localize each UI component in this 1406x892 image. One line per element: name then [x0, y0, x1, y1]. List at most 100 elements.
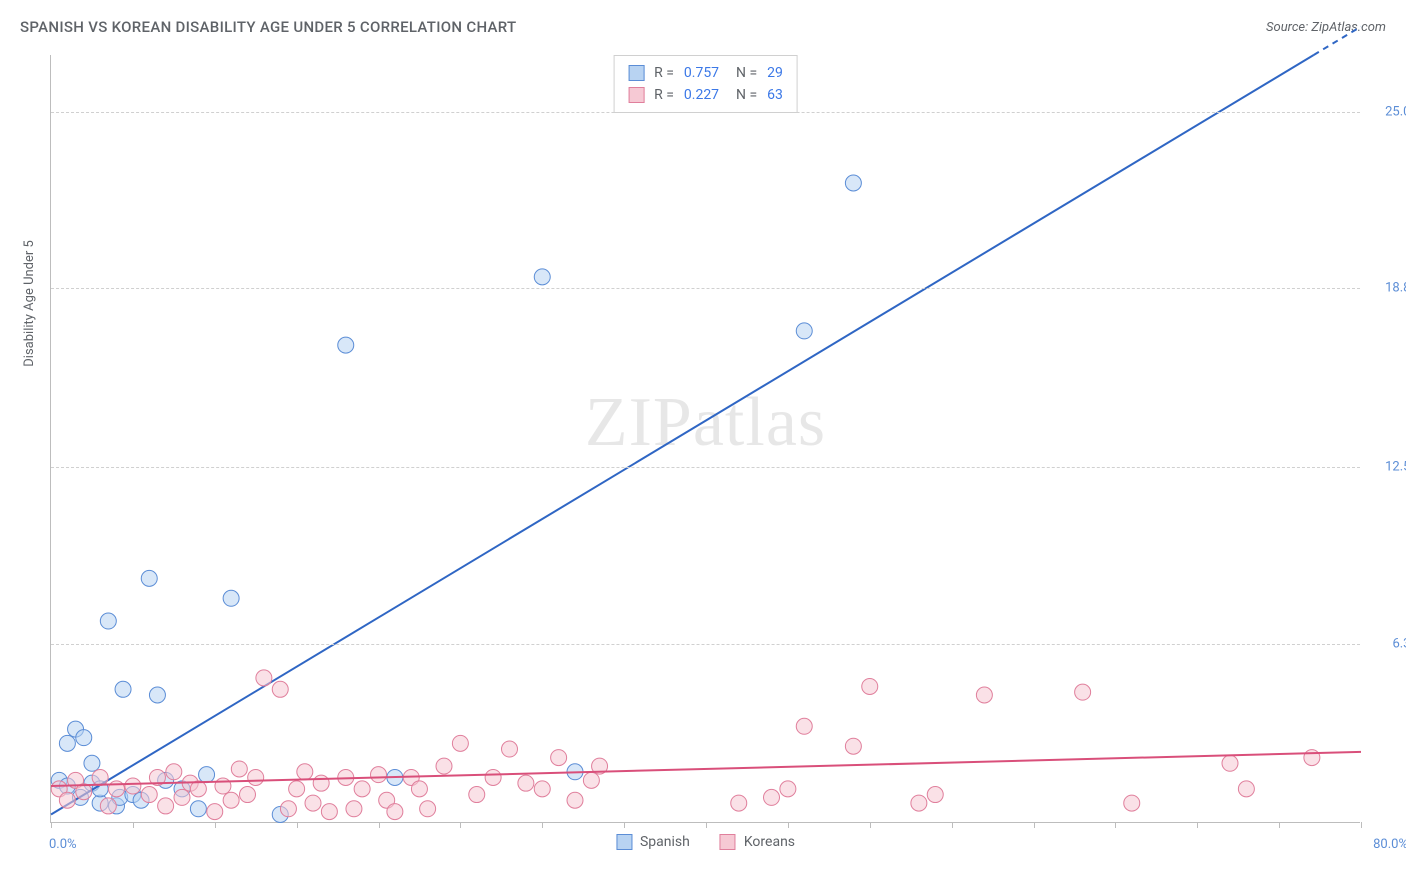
swatch-spanish	[628, 65, 644, 81]
scatter-point	[248, 769, 264, 785]
scatter-point	[387, 804, 403, 820]
scatter-point	[125, 778, 141, 794]
x-tick	[542, 822, 543, 828]
correlation-chart: SPANISH VS KOREAN DISABILITY AGE UNDER 5…	[0, 0, 1406, 892]
swatch-spanish	[616, 834, 632, 850]
scatter-point	[141, 787, 157, 803]
scatter-point	[149, 687, 165, 703]
x-tick	[1361, 822, 1362, 828]
scatter-point	[862, 678, 878, 694]
r-value-spanish: 0.757	[684, 62, 719, 84]
scatter-point	[534, 269, 550, 285]
scatter-point	[845, 738, 861, 754]
scatter-point	[976, 687, 992, 703]
gridline	[51, 644, 1360, 645]
scatter-point	[780, 781, 796, 797]
scatter-point	[845, 175, 861, 191]
scatter-point	[764, 789, 780, 805]
scatter-point	[305, 795, 321, 811]
scatter-point	[518, 775, 534, 791]
x-tick	[1034, 822, 1035, 828]
plot-area: ZIPatlas R = 0.757 N = 29 R = 0.227 N = …	[50, 55, 1360, 823]
scatter-point	[1238, 781, 1254, 797]
scatter-point	[174, 789, 190, 805]
x-tick	[215, 822, 216, 828]
y-tick-label: 12.5%	[1365, 460, 1406, 475]
scatter-point	[354, 781, 370, 797]
swatch-koreans	[628, 87, 644, 103]
gridline	[51, 112, 1360, 113]
scatter-point	[502, 741, 518, 757]
y-tick-label: 18.8%	[1365, 281, 1406, 296]
scatter-point	[469, 787, 485, 803]
scatter-point	[411, 781, 427, 797]
x-tick	[706, 822, 707, 828]
legend-item-spanish: Spanish	[616, 834, 690, 850]
stats-legend: R = 0.757 N = 29 R = 0.227 N = 63	[613, 55, 798, 113]
scatter-point	[231, 761, 247, 777]
x-tick	[870, 822, 871, 828]
scatter-point	[551, 750, 567, 766]
legend-label: Koreans	[744, 834, 795, 850]
x-tick	[788, 822, 789, 828]
scatter-point	[1075, 684, 1091, 700]
scatter-point	[115, 681, 131, 697]
scatter-point	[796, 323, 812, 339]
scatter-point	[313, 775, 329, 791]
scatter-point	[289, 781, 305, 797]
x-tick	[952, 822, 953, 828]
x-tick	[1279, 822, 1280, 828]
scatter-point	[1124, 795, 1140, 811]
scatter-point	[911, 795, 927, 811]
scatter-point	[338, 337, 354, 353]
scatter-point	[731, 795, 747, 811]
scatter-point	[1222, 755, 1238, 771]
scatter-point	[280, 801, 296, 817]
series-legend: Spanish Koreans	[616, 834, 795, 850]
scatter-point	[420, 801, 436, 817]
scatter-point	[1304, 750, 1320, 766]
scatter-point	[272, 681, 288, 697]
scatter-point	[207, 804, 223, 820]
scatter-point	[100, 613, 116, 629]
scatter-point	[485, 769, 501, 785]
scatter-point	[84, 755, 100, 771]
scatter-point	[190, 801, 206, 817]
scatter-point	[346, 801, 362, 817]
chart-svg	[51, 55, 1360, 822]
trend-line	[51, 55, 1314, 814]
scatter-point	[927, 787, 943, 803]
scatter-point	[76, 730, 92, 746]
scatter-point	[199, 767, 215, 783]
legend-item-koreans: Koreans	[720, 834, 795, 850]
scatter-point	[240, 787, 256, 803]
y-tick-label: 25.0%	[1365, 104, 1406, 119]
x-min-label: 0.0%	[49, 837, 77, 852]
scatter-point	[141, 570, 157, 586]
scatter-point	[436, 758, 452, 774]
scatter-point	[297, 764, 313, 780]
r-value-koreans: 0.227	[684, 84, 719, 106]
scatter-point	[92, 769, 108, 785]
x-tick	[51, 822, 52, 828]
x-tick	[460, 822, 461, 828]
y-axis-label: Disability Age Under 5	[22, 240, 37, 367]
stats-row-koreans: R = 0.227 N = 63	[628, 84, 783, 106]
source-label: Source: ZipAtlas.com	[1266, 20, 1386, 35]
scatter-point	[100, 798, 116, 814]
stats-row-spanish: R = 0.757 N = 29	[628, 62, 783, 84]
x-tick	[1115, 822, 1116, 828]
scatter-point	[59, 735, 75, 751]
x-tick	[624, 822, 625, 828]
x-tick	[297, 822, 298, 828]
legend-label: Spanish	[640, 834, 690, 850]
scatter-point	[796, 718, 812, 734]
scatter-point	[256, 670, 272, 686]
x-tick	[133, 822, 134, 828]
x-tick	[1197, 822, 1198, 828]
chart-title: SPANISH VS KOREAN DISABILITY AGE UNDER 5…	[20, 18, 516, 36]
scatter-point	[223, 792, 239, 808]
scatter-point	[158, 798, 174, 814]
scatter-point	[371, 767, 387, 783]
title-bar: SPANISH VS KOREAN DISABILITY AGE UNDER 5…	[20, 18, 1386, 36]
